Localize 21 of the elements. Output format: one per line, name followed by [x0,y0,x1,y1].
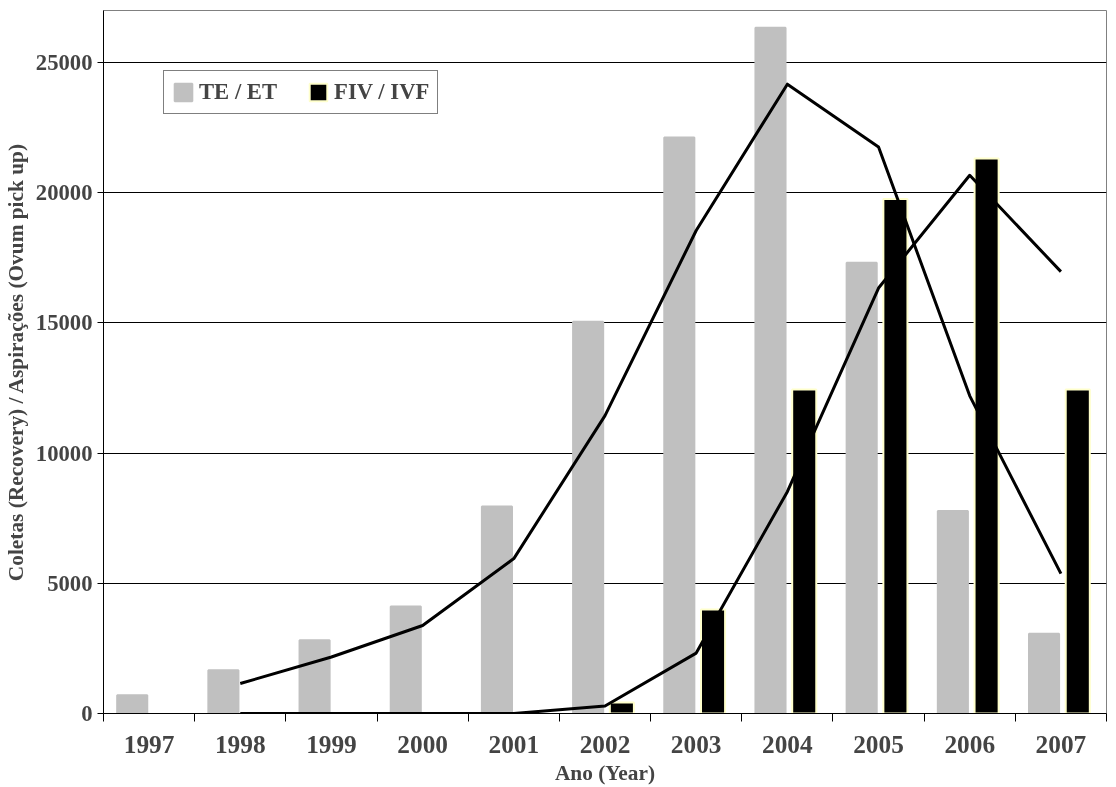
x-tick-label: 2005 [853,729,904,758]
y-tick-label: 20000 [35,180,93,206]
y-tick-label: 5000 [47,570,93,596]
x-tick-label: 1998 [214,729,266,758]
x-tick-label: 2007 [1035,729,1087,758]
y-axis-title: Coletas (Recovery) / Aspirações (Ovum pick up) [3,143,28,582]
x-tick-label: 2004 [762,729,814,758]
x-axis-title: Ano (Year) [554,760,656,785]
x-tick-label: 2001 [488,729,540,758]
x-tick-label: 2006 [944,729,996,758]
y-tick-label: 15000 [35,310,93,336]
x-tick-label: 1997 [123,729,175,758]
y-tick-label: 0 [81,701,93,726]
x-tick-label: 2002 [579,729,631,758]
x-tick-label: 2000 [397,729,448,758]
legend-label: FIV / IVF [334,79,430,105]
x-tick-label: 1999 [306,729,357,758]
y-tick-label: 25000 [35,50,93,76]
legend-label: TE / ET [199,79,278,105]
y-tick-label: 10000 [35,440,93,466]
x-tick-label: 2003 [670,729,722,758]
